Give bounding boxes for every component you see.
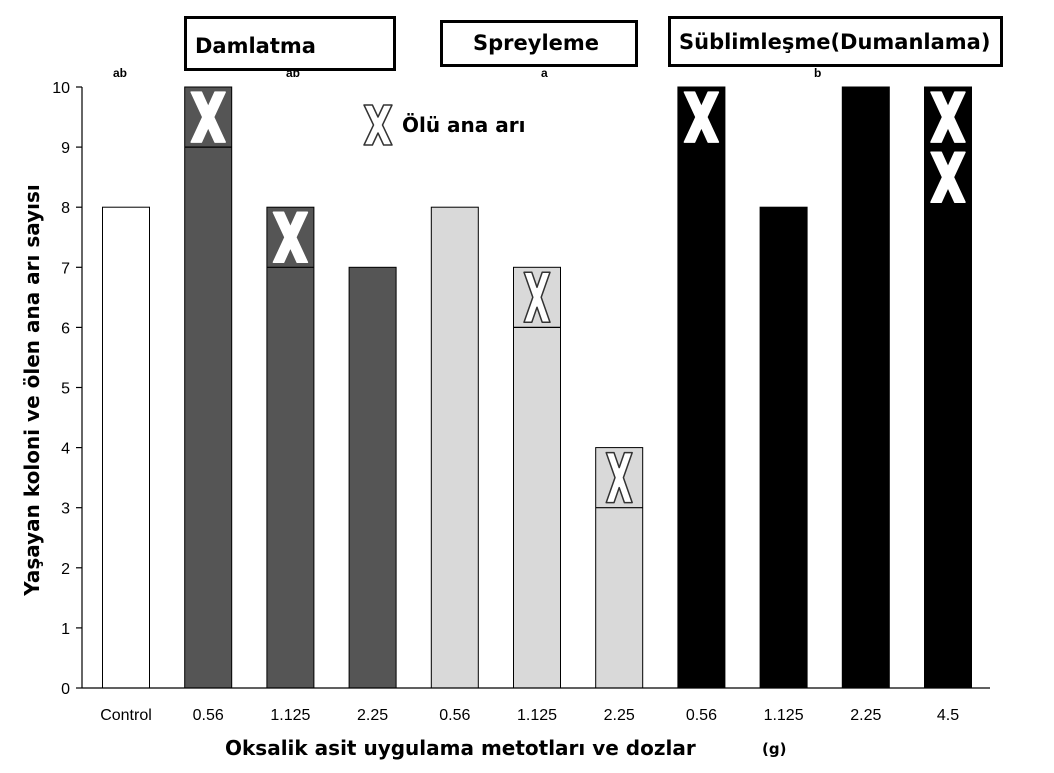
x-tick-label-5: 1.125	[517, 707, 557, 724]
bar-9	[841, 86, 890, 689]
y-tick-label-7: 7	[61, 260, 70, 277]
significance-damlatma: ab	[286, 66, 301, 80]
x-tick-label-3: 2.25	[357, 707, 388, 724]
y-tick-label-0: 0	[61, 681, 70, 698]
significance-control: ab	[113, 66, 128, 80]
x-tick-label-6: 2.25	[604, 707, 635, 724]
bar-5	[513, 266, 561, 689]
significance-spreyleme: a	[541, 66, 548, 80]
x-axis-unit: (g)	[762, 740, 787, 758]
method-box-spreyleme: Spreyleme	[440, 20, 638, 67]
x-tick-label-8: 1.125	[764, 707, 804, 724]
bar-0	[102, 206, 150, 689]
y-tick-label-2: 2	[61, 561, 70, 578]
dead-queen-marker-6-0	[605, 451, 633, 504]
bar-7	[677, 86, 726, 689]
y-tick-label-3: 3	[61, 501, 70, 518]
y-tick-label-9: 9	[61, 140, 70, 157]
dead-queen-marker-10-1	[930, 151, 966, 203]
bar-1	[184, 86, 233, 689]
y-tick-label-1: 1	[61, 621, 70, 638]
legend-label: Ölü ana arı	[402, 113, 526, 137]
x-tick-label-0: Control	[100, 707, 152, 724]
x-axis-title: Oksalik asit uygulama metotları ve dozla…	[225, 736, 696, 760]
dead-queen-marker-2-0	[272, 211, 309, 264]
y-tick-label-4: 4	[61, 441, 70, 458]
bar-3	[348, 266, 397, 689]
bar-4	[430, 206, 479, 689]
method-box-sublimlesme: Süblimleşme(Dumanlama)	[668, 16, 1003, 67]
dead-queen-marker-5-0	[523, 271, 551, 324]
legend-x-icon	[363, 104, 393, 146]
y-tick-label-10: 10	[52, 80, 70, 97]
y-tick-label-8: 8	[61, 200, 70, 217]
y-axis-title: Yaşayan koloni ve ölen ana arı sayısı	[20, 184, 44, 596]
dead-queen-marker-1-0	[190, 91, 226, 143]
bars-layer	[102, 86, 972, 689]
dead-queen-marker-7-0	[683, 91, 720, 143]
method-box-damlatma: Damlatma	[184, 16, 396, 71]
x-tick-label-10: 4.5	[937, 707, 959, 724]
dead-queen-marker-10-0	[930, 91, 966, 143]
method-label-sublimlesme: Süblimleşme(Dumanlama)	[679, 30, 991, 54]
x-tick-label-7: 0.56	[686, 707, 717, 724]
y-tick-label-6: 6	[61, 320, 70, 337]
method-label-spreyleme: Spreyleme	[473, 31, 600, 55]
x-tick-label-9: 2.25	[850, 707, 881, 724]
bar-8	[759, 206, 808, 689]
x-tick-label-4: 0.56	[439, 707, 470, 724]
x-tick-label-2: 1.125	[270, 707, 310, 724]
method-label-damlatma: Damlatma	[195, 34, 316, 58]
significance-sublimlesme: b	[814, 66, 822, 80]
y-tick-label-5: 5	[61, 381, 70, 398]
bar-2	[266, 206, 315, 689]
axes-layer: Control 0.56 1.125 2.25 0.56 1.125 2.25 0.56 1.1…	[52, 80, 990, 724]
x-tick-label-1: 0.56	[193, 707, 224, 724]
